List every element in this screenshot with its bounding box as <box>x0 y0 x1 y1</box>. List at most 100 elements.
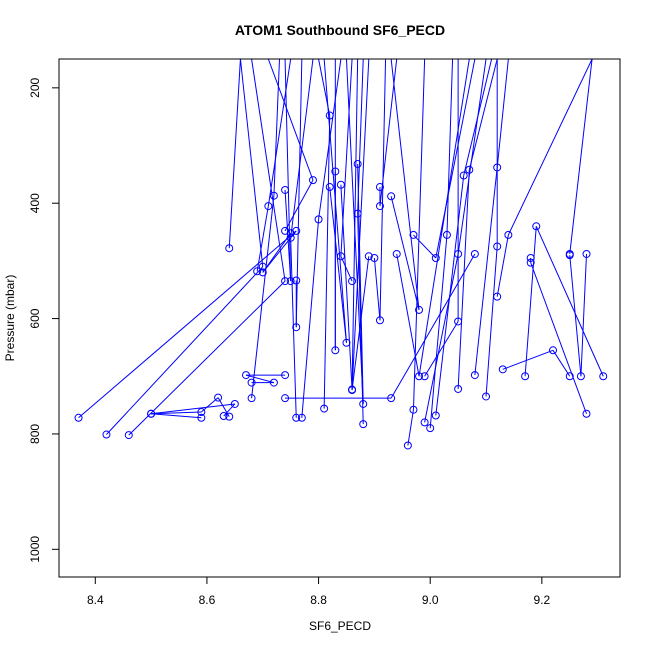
data-point <box>387 192 396 201</box>
data-point <box>470 249 479 258</box>
x-tick-label: 9.2 <box>534 593 551 607</box>
data-point <box>409 230 418 239</box>
series-segment <box>457 169 470 389</box>
series-segment <box>345 59 364 404</box>
series-segment <box>128 280 286 436</box>
series-segment <box>251 59 286 282</box>
data-point <box>225 244 234 253</box>
series-segment <box>535 226 604 377</box>
profile-series <box>242 371 290 387</box>
x-tick-label: 9.0 <box>422 593 439 607</box>
series-segment <box>284 59 292 282</box>
data-point <box>498 365 507 374</box>
series-segment <box>424 321 459 377</box>
series-segment <box>228 59 241 249</box>
data-point <box>353 159 362 168</box>
data-point <box>426 424 435 433</box>
data-point <box>281 394 290 403</box>
data-point <box>253 267 262 276</box>
data-point <box>582 409 591 418</box>
x-axis: 8.4 8.6 8.8 9.0 9.2 <box>87 576 551 607</box>
profile-series <box>521 222 608 381</box>
data-point <box>565 372 574 381</box>
profile-series <box>147 399 239 422</box>
data-point <box>336 252 345 261</box>
data-point <box>599 372 608 381</box>
profile-series <box>493 59 593 301</box>
x-tick-label: 8.8 <box>310 593 327 607</box>
data-point <box>370 254 379 263</box>
y-tick-label: 800 <box>28 424 42 444</box>
data-point <box>230 399 239 408</box>
data-point <box>281 226 290 235</box>
series-segment <box>485 246 498 397</box>
series-segment <box>390 59 420 310</box>
data-point <box>409 405 418 414</box>
series-segment <box>407 409 414 446</box>
data-point <box>431 254 440 263</box>
data-point <box>147 409 156 418</box>
data-point <box>331 346 340 355</box>
series-segment <box>530 262 587 414</box>
series-segment <box>507 59 593 236</box>
data-point <box>403 441 412 450</box>
series-segment <box>340 59 353 257</box>
profile-series <box>297 59 342 422</box>
data-point <box>247 378 256 387</box>
data-point <box>314 215 323 224</box>
data-point <box>281 371 290 380</box>
data-point <box>392 249 401 258</box>
series-segment <box>474 167 498 376</box>
data-point <box>258 268 267 277</box>
profile-series <box>281 249 479 403</box>
data-point <box>532 222 541 231</box>
data-point <box>465 165 474 174</box>
series-segment <box>239 59 264 267</box>
data-point <box>459 171 468 180</box>
y-tick-label: 1000 <box>28 536 42 563</box>
series-segment <box>245 374 275 384</box>
profile-series <box>420 59 463 381</box>
data-point <box>387 394 396 403</box>
data-point <box>420 372 429 381</box>
profile-series <box>498 346 574 381</box>
series-segment <box>267 59 292 207</box>
profile-series <box>225 59 263 253</box>
data-point <box>415 305 424 314</box>
profile-series <box>526 254 591 418</box>
series-segment <box>396 253 420 377</box>
data-point <box>308 176 317 185</box>
series-segment <box>552 350 571 377</box>
profile-series <box>565 59 593 258</box>
series-segment <box>569 59 593 255</box>
profile-series <box>426 59 454 433</box>
data-point <box>219 412 228 421</box>
series-segment <box>106 266 264 435</box>
data-point <box>247 394 256 403</box>
profile-series <box>420 59 487 427</box>
profile-series <box>281 59 295 286</box>
profile-series <box>74 226 301 422</box>
series-segment <box>295 59 303 328</box>
y-axis: 200 400 600 800 1000 <box>28 78 60 563</box>
series-segment <box>262 232 292 273</box>
series-segment <box>457 59 487 255</box>
series-segment <box>429 234 448 429</box>
data-point <box>420 418 429 427</box>
data-point <box>225 412 234 421</box>
series-segment <box>580 253 588 377</box>
data-point <box>482 392 491 401</box>
data-point <box>269 191 278 200</box>
series-segment <box>351 256 370 391</box>
data-point <box>325 111 334 120</box>
data-point <box>325 183 334 192</box>
series-segment <box>496 234 509 297</box>
series-segment <box>267 59 314 181</box>
data-point <box>493 292 502 301</box>
data-point <box>565 249 574 258</box>
y-tick-label: 200 <box>28 78 42 98</box>
series-segment <box>373 257 381 321</box>
series-segment <box>435 175 465 416</box>
profile-series <box>431 59 493 420</box>
data-point <box>281 185 290 194</box>
